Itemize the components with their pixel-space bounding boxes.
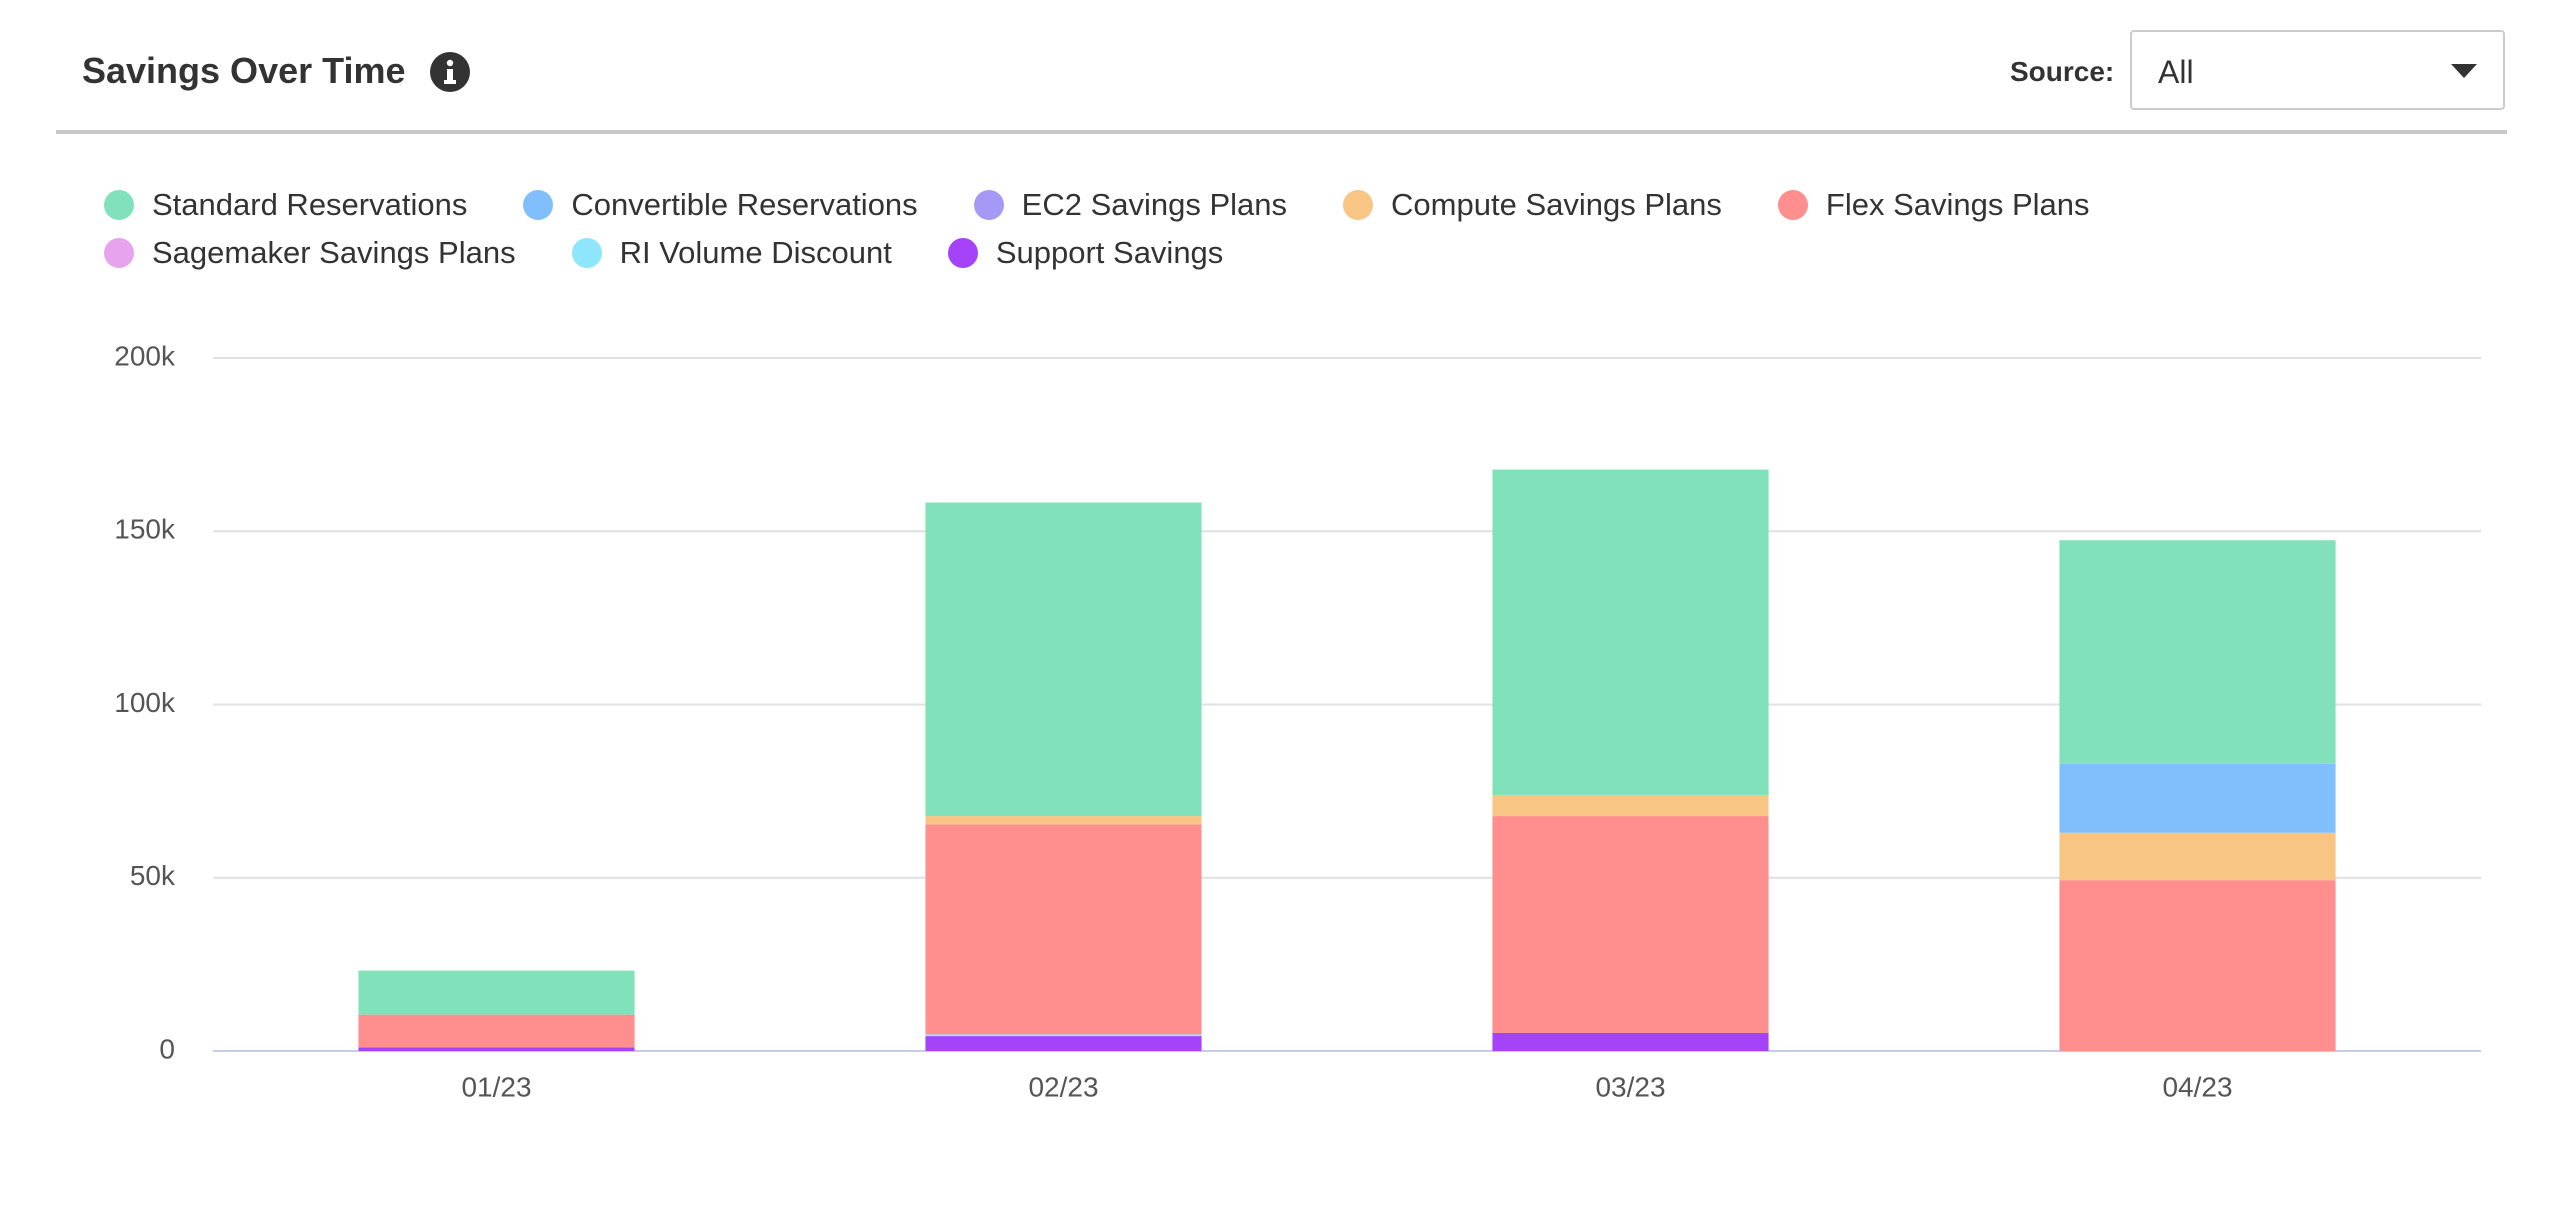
legend-label: Convertible Reservations (571, 187, 918, 222)
legend-swatch (1777, 190, 1808, 220)
bar-segment (2059, 763, 2336, 833)
bar-segment (2059, 880, 2336, 1051)
legend-item[interactable]: Support Savings (947, 235, 1224, 270)
y-tick-label: 100k (114, 687, 176, 718)
header-rule (56, 130, 2507, 134)
y-tick-label: 0 (159, 1033, 175, 1064)
bar-segment (1492, 794, 1769, 817)
legend-swatch (947, 238, 978, 268)
legend: Standard Reservations Convertible Reserva… (104, 187, 2254, 270)
bar-segment (925, 1034, 1202, 1037)
legend-label: Support Savings (995, 235, 1224, 270)
legend-swatch (571, 238, 602, 268)
legend-item[interactable]: Compute Savings Plans (1343, 187, 1722, 222)
info-icon[interactable] (430, 52, 470, 92)
x-tick-label: 03/23 (1595, 1071, 1665, 1102)
legend-item[interactable]: Flex Savings Plans (1777, 187, 2090, 222)
legend-label: Standard Reservations (152, 187, 468, 222)
legend-swatch (973, 190, 1004, 220)
legend-label: EC2 Savings Plans (1021, 187, 1288, 222)
y-tick-label: 200k (114, 340, 176, 371)
legend-item[interactable]: Standard Reservations (104, 187, 468, 222)
legend-swatch (104, 238, 134, 268)
bar-segment (2059, 540, 2336, 764)
bar-segment (358, 1047, 635, 1051)
bar-segment (925, 824, 1202, 1035)
legend-swatch (104, 190, 134, 220)
bar-segment (1492, 469, 1769, 795)
bar-segment (1492, 1032, 1769, 1051)
y-tick-label: 150k (114, 514, 176, 545)
legend-item[interactable]: EC2 Savings Plans (973, 187, 1288, 222)
bar-segment (925, 502, 1202, 817)
legend-item[interactable]: Convertible Reservations (523, 187, 918, 222)
legend-label: Sagemaker Savings Plans (152, 235, 516, 270)
source-dropdown[interactable]: All (2130, 30, 2505, 110)
bar-segment (925, 1036, 1202, 1051)
legend-label: Flex Savings Plans (1825, 187, 2090, 222)
legend-label: Compute Savings Plans (1391, 187, 1722, 222)
legend-label: RI Volume Discount (619, 235, 892, 270)
legend-swatch (523, 190, 554, 220)
dropdown-arrow (2451, 64, 2477, 78)
source-value: All (2158, 54, 2194, 90)
bar-segment (358, 1014, 635, 1048)
bar-segment (925, 816, 1202, 825)
legend-swatch (1343, 190, 1374, 220)
bar-segment (2059, 832, 2336, 881)
bar-segment (1492, 816, 1769, 1033)
bar-segment (358, 970, 635, 1015)
source-label: Source: (2010, 56, 2115, 87)
legend-item[interactable]: RI Volume Discount (571, 235, 892, 270)
y-tick-label: 50k (130, 860, 176, 891)
x-tick-label: 04/23 (2162, 1071, 2232, 1102)
chart-title: Savings Over Time (82, 50, 406, 91)
legend-item[interactable]: Sagemaker Savings Plans (104, 235, 516, 270)
x-tick-label: 02/23 (1028, 1071, 1098, 1102)
x-tick-label: 01/23 (461, 1071, 531, 1102)
